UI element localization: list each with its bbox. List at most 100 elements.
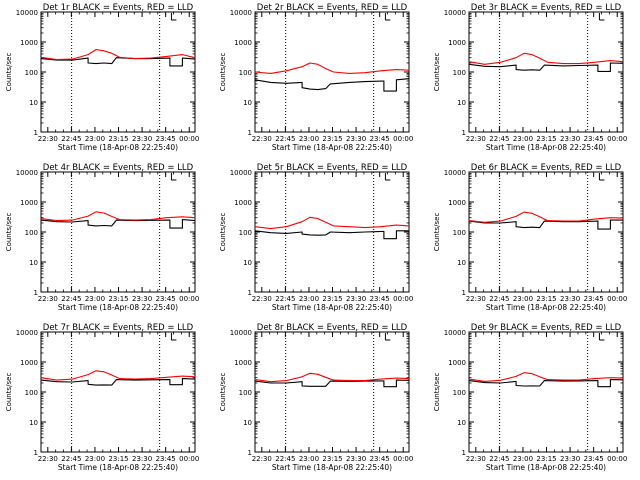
series-line-events: [468, 219, 623, 230]
x-tick-label: 00:00: [607, 295, 627, 303]
y-tick-label: 10000: [16, 9, 38, 17]
x-axis-label: Start Time (18-Apr-08 22:25:40): [486, 143, 606, 152]
x-axis-label: Start Time (18-Apr-08 22:25:40): [272, 143, 392, 152]
x-tick-label: 23:00: [85, 455, 105, 463]
y-tick-label: 10000: [444, 9, 466, 17]
y-axis-label: Counts/sec: [433, 373, 441, 412]
x-tick-label: 23:45: [584, 135, 604, 143]
x-tick-label: 23:15: [536, 455, 556, 463]
y-tick-label: 10000: [444, 329, 466, 337]
y-axis-label: Counts/sec: [433, 213, 441, 252]
x-tick-label: 23:45: [156, 455, 176, 463]
y-tick-label: 10000: [444, 169, 466, 177]
x-tick-label: 23:00: [513, 135, 533, 143]
y-tick-label: 100: [453, 69, 466, 77]
x-tick-label: 22:45: [61, 135, 81, 143]
x-tick-label: 23:00: [513, 455, 533, 463]
y-tick-label: 1: [248, 129, 252, 137]
y-tick-label: 1000: [234, 199, 252, 207]
x-tick-label: 22:30: [466, 135, 486, 143]
x-tick-label: 23:45: [584, 295, 604, 303]
x-tick-label: 00:00: [179, 295, 199, 303]
y-axis-label: Counts/sec: [219, 53, 227, 92]
x-axis-label: Start Time (18-Apr-08 22:25:40): [58, 143, 178, 152]
det-panel-4: Det 4r BLACK = Events, RED = LLD 1 10 100 10…: [5, 163, 199, 312]
x-tick-label: 22:45: [61, 295, 81, 303]
plot-frame: [468, 331, 624, 453]
x-tick-label: 23:45: [584, 455, 604, 463]
plot-frame: [40, 171, 196, 293]
x-axis-label: Start Time (18-Apr-08 22:25:40): [58, 463, 178, 472]
y-tick-label: 1: [248, 449, 252, 457]
x-axis-label: Start Time (18-Apr-08 22:25:40): [486, 463, 606, 472]
x-tick-label: 23:30: [346, 455, 366, 463]
x-tick-label: 22:45: [489, 455, 509, 463]
x-tick-label: 00:00: [393, 455, 413, 463]
x-tick-label: 22:30: [252, 295, 272, 303]
panel-title: Det 3r BLACK = Events, RED = LLD: [471, 3, 622, 13]
det-panel-6: Det 6r BLACK = Events, RED = LLD 1 10 100 10…: [433, 163, 627, 312]
x-tick-label: 22:45: [275, 135, 295, 143]
panel-title: Det 6r BLACK = Events, RED = LLD: [471, 163, 622, 173]
x-tick-label: 23:30: [346, 135, 366, 143]
x-tick-label: 22:45: [61, 455, 81, 463]
y-tick-label: 10: [243, 99, 252, 107]
panel-title: Det 9r BLACK = Events, RED = LLD: [471, 323, 622, 333]
x-tick-label: 23:45: [370, 295, 390, 303]
panel-title: Det 5r BLACK = Events, RED = LLD: [257, 163, 408, 173]
x-axis-label: Start Time (18-Apr-08 22:25:40): [272, 463, 392, 472]
x-tick-label: 23:00: [299, 135, 319, 143]
x-tick-label: 22:30: [38, 455, 58, 463]
x-tick-label: 00:00: [607, 135, 627, 143]
x-tick-label: 23:15: [322, 455, 342, 463]
det-panel-1: Det 1r BLACK = Events, RED = LLD 1 10 100 10…: [5, 3, 199, 152]
series-line-lld: [254, 216, 410, 230]
series-line-events: [254, 379, 410, 388]
y-tick-label: 10000: [230, 9, 252, 17]
y-axis-label: Counts/sec: [5, 213, 13, 252]
x-tick-label: 22:30: [38, 295, 58, 303]
y-tick-label: 1000: [20, 39, 38, 47]
x-tick-label: 22:30: [466, 455, 486, 463]
series-line-events: [40, 219, 196, 229]
y-tick-label: 1: [462, 129, 466, 137]
x-tick-label: 22:30: [38, 135, 58, 143]
y-tick-label: 10000: [230, 329, 252, 337]
y-tick-label: 10000: [230, 169, 252, 177]
y-tick-label: 1: [34, 289, 38, 297]
series-line-events: [254, 78, 410, 92]
y-tick-label: 1000: [234, 39, 252, 47]
y-tick-label: 1: [462, 289, 466, 297]
x-tick-label: 23:30: [346, 295, 366, 303]
x-tick-label: 22:30: [466, 295, 486, 303]
y-tick-label: 10: [29, 419, 38, 427]
x-tick-label: 23:30: [560, 455, 580, 463]
x-tick-label: 23:15: [108, 135, 128, 143]
series-line-events: [254, 230, 409, 240]
series-line-lld: [40, 370, 196, 381]
x-axis-label: Start Time (18-Apr-08 22:25:40): [58, 303, 178, 312]
x-tick-label: 00:00: [393, 135, 413, 143]
y-tick-label: 10000: [16, 169, 38, 177]
y-axis-label: Counts/sec: [219, 213, 227, 252]
x-tick-label: 23:00: [513, 295, 533, 303]
y-tick-label: 1000: [448, 359, 466, 367]
y-tick-label: 10: [29, 99, 38, 107]
x-tick-label: 23:00: [299, 455, 319, 463]
x-tick-label: 23:15: [536, 295, 556, 303]
y-tick-label: 1000: [448, 39, 466, 47]
panel-title: Det 1r BLACK = Events, RED = LLD: [43, 3, 194, 13]
y-tick-label: 1000: [20, 199, 38, 207]
det-panel-5: Det 5r BLACK = Events, RED = LLD 1 10 100 10…: [219, 163, 413, 312]
y-tick-label: 1000: [448, 199, 466, 207]
panel-title: Det 7r BLACK = Events, RED = LLD: [43, 323, 194, 333]
x-tick-label: 22:30: [252, 135, 272, 143]
series-line-lld: [40, 49, 196, 61]
x-tick-label: 00:00: [179, 455, 199, 463]
x-tick-label: 23:15: [322, 135, 342, 143]
x-tick-label: 23:30: [132, 135, 152, 143]
series-line-lld: [468, 372, 624, 382]
y-tick-label: 100: [239, 389, 252, 397]
y-tick-label: 10: [457, 99, 466, 107]
